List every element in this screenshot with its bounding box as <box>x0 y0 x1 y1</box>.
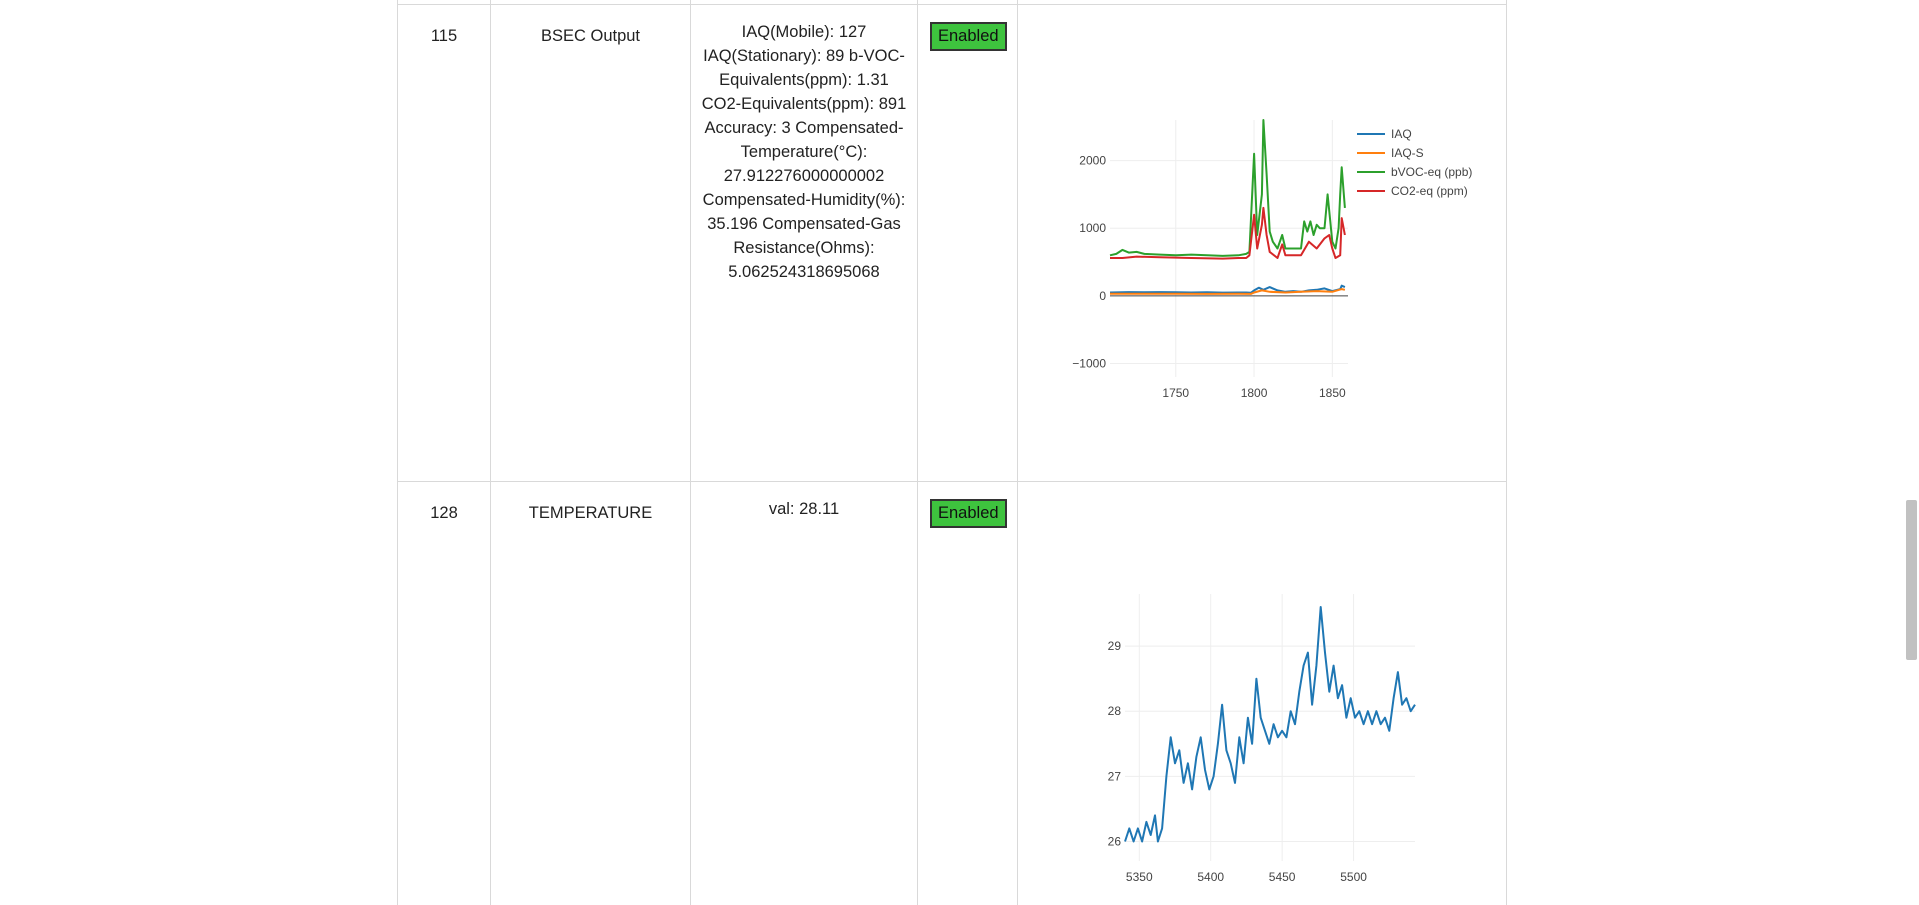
table-row: 128 TEMPERATURE val: 28.11 Enabled 5350 5… <box>397 481 1507 905</box>
y-tick-label: 26 <box>1108 834 1122 848</box>
sensor-value: IAQ(Mobile): 127 IAQ(Stationary): 89 b-V… <box>691 20 917 284</box>
y-tick-label: −1000 <box>1072 356 1106 370</box>
value-line: Temperature(°C): <box>740 143 868 161</box>
x-tick-label: 1800 <box>1241 386 1268 400</box>
y-tick-label: 29 <box>1108 639 1122 653</box>
legend-label: bVOC-eq (ppb) <box>1391 165 1472 179</box>
x-tick-label: 5400 <box>1197 870 1224 884</box>
value-line: CO2-Equivalents(ppm): 891 <box>701 95 907 113</box>
x-tick-label: 5350 <box>1126 870 1153 884</box>
x-tick-label: 1750 <box>1162 386 1189 400</box>
temperature-chart[interactable]: 5350 5400 5450 5500 26 27 28 29 <box>1018 482 1508 905</box>
sensor-id: 115 <box>430 27 458 45</box>
y-tick-label: 0 <box>1099 289 1106 303</box>
legend-label: IAQ-S <box>1391 146 1424 160</box>
sensor-table: 115 BSEC Output IAQ(Mobile): 127 IAQ(Sta… <box>397 0 1507 905</box>
value-line: val: 28.11 <box>768 500 840 518</box>
table-row-previous <box>397 0 1507 4</box>
scrollbar-thumb[interactable] <box>1906 500 1917 660</box>
sensor-value: val: 28.11 <box>691 497 917 521</box>
x-tick-label: 5500 <box>1340 870 1367 884</box>
value-line: 27.912276000000002 <box>723 167 885 185</box>
x-tick-label: 1850 <box>1319 386 1346 400</box>
bsec-output-chart[interactable]: 1750 1800 1850 −1000 0 1000 2000 IAQ IAQ-S bVOC-e… <box>1018 5 1508 482</box>
value-line: 5.062524318695068 <box>728 263 880 281</box>
x-tick-label: 5450 <box>1269 870 1296 884</box>
enabled-toggle-button[interactable]: Enabled <box>930 22 1007 51</box>
legend-label: IAQ <box>1391 127 1412 141</box>
table-row: 115 BSEC Output IAQ(Mobile): 127 IAQ(Sta… <box>397 4 1507 482</box>
legend-label: CO2-eq (ppm) <box>1391 184 1468 198</box>
y-tick-label: 27 <box>1108 769 1122 783</box>
series-line <box>1124 606 1416 843</box>
enabled-toggle-button[interactable]: Enabled <box>930 499 1007 528</box>
sensor-name: TEMPERATURE <box>528 504 653 522</box>
series-line <box>1110 206 1346 260</box>
y-tick-label: 1000 <box>1079 221 1106 235</box>
sensor-name: BSEC Output <box>540 27 641 45</box>
value-line: Compensated-Humidity(%): <box>702 191 906 209</box>
value-line: IAQ(Mobile): 127 <box>741 23 867 41</box>
series-line <box>1109 284 1346 294</box>
value-line: IAQ(Stationary): 89 b-VOC- <box>703 47 905 65</box>
page-scrollbar[interactable] <box>1903 0 1919 904</box>
value-line: Accuracy: 3 Compensated- <box>704 119 904 137</box>
y-tick-label: 28 <box>1108 704 1122 718</box>
series-line <box>1109 288 1346 295</box>
value-line: Equivalents(ppm): 1.31 <box>719 71 889 89</box>
series-line <box>1109 119 1346 257</box>
value-line: Resistance(Ohms): <box>733 239 875 257</box>
value-line: 35.196 Compensated-Gas <box>707 215 901 233</box>
y-tick-label: 2000 <box>1079 154 1106 168</box>
sensor-id: 128 <box>430 504 458 522</box>
